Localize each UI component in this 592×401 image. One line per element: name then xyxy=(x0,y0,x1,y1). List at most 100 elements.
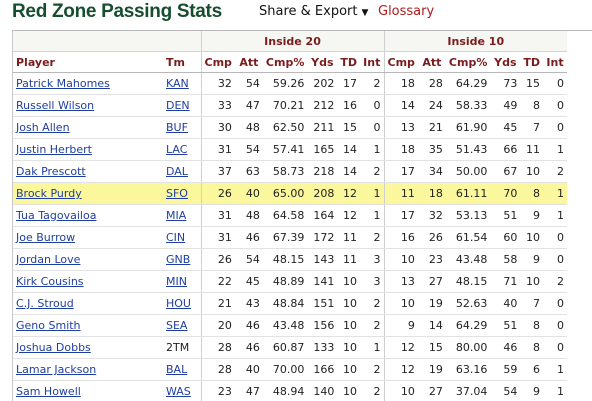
col-yds-10[interactable]: Yds xyxy=(490,52,520,73)
td-inside-10-cell: 15 xyxy=(520,73,543,95)
cmp-inside-10-cell: 18 xyxy=(384,73,418,95)
col-team[interactable]: Tm xyxy=(163,52,201,73)
player-link[interactable]: C.J. Stroud xyxy=(16,297,74,310)
cmp-inside-20-cell: 30 xyxy=(201,117,235,139)
pct-inside-10-cell: 48.15 xyxy=(446,271,490,293)
pct-inside-20-cell: 48.84 xyxy=(263,293,307,315)
team-link[interactable]: DEN xyxy=(166,99,190,112)
td-inside-20-cell: 17 xyxy=(337,73,360,95)
player-cell: Joshua Dobbs xyxy=(13,337,163,359)
stats-table-container[interactable]: Inside 20 Inside 10 Player Tm Cmp Att Cm… xyxy=(12,30,592,401)
player-cell: Josh Allen xyxy=(13,117,163,139)
att-inside-20-cell: 47 xyxy=(235,95,263,117)
int-inside-10-cell: 1 xyxy=(543,183,567,205)
yds-inside-10-cell: 40 xyxy=(490,293,520,315)
col-int-10[interactable]: Int xyxy=(543,52,567,73)
player-link[interactable]: Sam Howell xyxy=(16,385,81,398)
player-link[interactable]: Joe Burrow xyxy=(16,231,75,244)
team-link[interactable]: HOU xyxy=(166,297,191,310)
team-link[interactable]: SFO xyxy=(166,187,188,200)
chevron-down-icon: ▼ xyxy=(361,8,368,18)
cmp-inside-10-cell: 12 xyxy=(384,337,418,359)
group-spacer xyxy=(13,31,201,52)
col-td-20[interactable]: TD xyxy=(337,52,360,73)
player-cell: Jordan Love xyxy=(13,249,163,271)
pct-inside-20-cell: 59.26 xyxy=(263,73,307,95)
player-cell: Joe Burrow xyxy=(13,227,163,249)
cmp-inside-20-cell: 32 xyxy=(201,73,235,95)
td-inside-20-cell: 10 xyxy=(337,271,360,293)
column-header-row: Player Tm Cmp Att Cmp% Yds TD Int Cmp At… xyxy=(13,52,567,73)
yds-inside-20-cell: 211 xyxy=(307,117,337,139)
col-cmp-10[interactable]: Cmp xyxy=(384,52,418,73)
col-pct-10[interactable]: Cmp% xyxy=(446,52,490,73)
col-yds-20[interactable]: Yds xyxy=(307,52,337,73)
pct-inside-10-cell: 61.54 xyxy=(446,227,490,249)
team-link[interactable]: KAN xyxy=(166,77,189,90)
player-link[interactable]: Dak Prescott xyxy=(16,165,86,178)
glossary-link[interactable]: Glossary xyxy=(378,4,434,19)
team-link[interactable]: WAS xyxy=(166,385,191,398)
pct-inside-20-cell: 48.94 xyxy=(263,381,307,401)
int-inside-20-cell: 2 xyxy=(360,73,384,95)
col-int-20[interactable]: Int xyxy=(360,52,384,73)
yds-inside-10-cell: 49 xyxy=(490,95,520,117)
col-pct-20[interactable]: Cmp% xyxy=(263,52,307,73)
player-link[interactable]: Lamar Jackson xyxy=(16,363,96,376)
col-att-10[interactable]: Att xyxy=(418,52,446,73)
pct-inside-10-cell: 61.90 xyxy=(446,117,490,139)
td-inside-20-cell: 10 xyxy=(337,381,360,401)
int-inside-10-cell: 0 xyxy=(543,315,567,337)
team-link[interactable]: LAC xyxy=(166,143,187,156)
team-link[interactable]: CIN xyxy=(166,231,185,244)
pct-inside-20-cell: 58.73 xyxy=(263,161,307,183)
team-link[interactable]: GNB xyxy=(166,253,190,266)
td-inside-10-cell: 8 xyxy=(520,337,543,359)
player-link[interactable]: Jordan Love xyxy=(16,253,80,266)
yds-inside-10-cell: 46 xyxy=(490,337,520,359)
yds-inside-10-cell: 60 xyxy=(490,227,520,249)
col-cmp-20[interactable]: Cmp xyxy=(201,52,235,73)
col-player[interactable]: Player xyxy=(13,52,163,73)
att-inside-10-cell: 34 xyxy=(418,161,446,183)
att-inside-20-cell: 46 xyxy=(235,227,263,249)
cmp-inside-20-cell: 33 xyxy=(201,95,235,117)
cmp-inside-10-cell: 14 xyxy=(384,95,418,117)
player-link[interactable]: Geno Smith xyxy=(16,319,81,332)
att-inside-20-cell: 40 xyxy=(235,359,263,381)
player-link[interactable]: Russell Wilson xyxy=(16,99,94,112)
team-link[interactable]: MIA xyxy=(166,209,186,222)
player-cell: Brock Purdy xyxy=(13,183,163,205)
col-td-10[interactable]: TD xyxy=(520,52,543,73)
player-link[interactable]: Joshua Dobbs xyxy=(16,341,91,354)
yds-inside-20-cell: 166 xyxy=(307,359,337,381)
att-inside-20-cell: 54 xyxy=(235,73,263,95)
col-att-20[interactable]: Att xyxy=(235,52,263,73)
player-link[interactable]: Josh Allen xyxy=(16,121,70,134)
int-inside-10-cell: 0 xyxy=(543,73,567,95)
cmp-inside-10-cell: 11 xyxy=(384,183,418,205)
team-link[interactable]: SEA xyxy=(166,319,187,332)
player-link[interactable]: Kirk Cousins xyxy=(16,275,84,288)
player-link[interactable]: Tua Tagovailoa xyxy=(16,209,96,222)
team-link[interactable]: DAL xyxy=(166,165,188,178)
pct-inside-10-cell: 53.13 xyxy=(446,205,490,227)
td-inside-20-cell: 15 xyxy=(337,117,360,139)
team-link[interactable]: BAL xyxy=(166,363,187,376)
player-link[interactable]: Patrick Mahomes xyxy=(16,77,110,90)
att-inside-20-cell: 54 xyxy=(235,249,263,271)
team-link[interactable]: BUF xyxy=(166,121,188,134)
yds-inside-20-cell: 164 xyxy=(307,205,337,227)
pct-inside-20-cell: 65.00 xyxy=(263,183,307,205)
share-export-menu[interactable]: Share & Export▼ xyxy=(259,4,368,19)
td-inside-10-cell: 6 xyxy=(520,359,543,381)
td-inside-10-cell: 8 xyxy=(520,95,543,117)
player-link[interactable]: Brock Purdy xyxy=(16,187,82,200)
int-inside-10-cell: 0 xyxy=(543,95,567,117)
player-link[interactable]: Justin Herbert xyxy=(16,143,92,156)
team-cell: LAC xyxy=(163,139,201,161)
team-link[interactable]: MIN xyxy=(166,275,187,288)
pct-inside-10-cell: 64.29 xyxy=(446,315,490,337)
att-inside-10-cell: 19 xyxy=(418,293,446,315)
